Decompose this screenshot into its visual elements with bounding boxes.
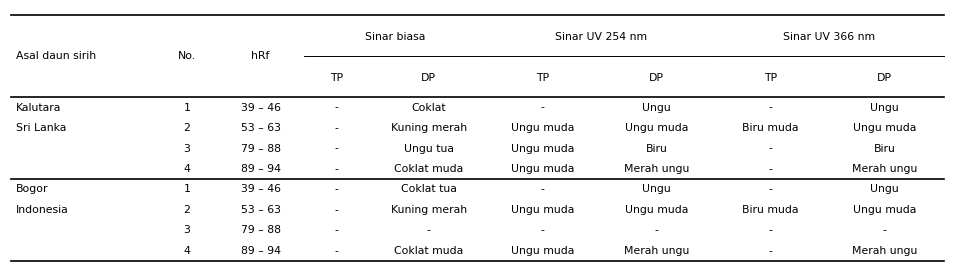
Text: Kalutara: Kalutara xyxy=(16,103,62,113)
Text: Coklat tua: Coklat tua xyxy=(401,184,456,194)
Text: Merah ungu: Merah ungu xyxy=(852,164,918,174)
Text: Ungu muda: Ungu muda xyxy=(511,123,574,133)
Text: DP: DP xyxy=(421,73,436,84)
Text: 89 – 94: 89 – 94 xyxy=(241,246,281,256)
Text: TP: TP xyxy=(764,73,777,84)
Text: Ungu muda: Ungu muda xyxy=(511,205,574,215)
Text: -: - xyxy=(335,205,339,215)
Text: Biru: Biru xyxy=(874,144,896,153)
Text: -: - xyxy=(335,103,339,113)
Text: Biru muda: Biru muda xyxy=(742,123,799,133)
Text: Ungu: Ungu xyxy=(870,103,899,113)
Text: -: - xyxy=(769,246,773,256)
Text: 2: 2 xyxy=(183,205,190,215)
Text: -: - xyxy=(769,164,773,174)
Text: Merah ungu: Merah ungu xyxy=(852,246,918,256)
Text: 1: 1 xyxy=(183,103,190,113)
Text: -: - xyxy=(655,225,659,235)
Text: -: - xyxy=(335,225,339,235)
Text: -: - xyxy=(335,184,339,194)
Text: -: - xyxy=(769,144,773,153)
Text: Coklat: Coklat xyxy=(412,103,446,113)
Text: Ungu muda: Ungu muda xyxy=(853,123,917,133)
Text: 4: 4 xyxy=(183,164,190,174)
Text: -: - xyxy=(335,144,339,153)
Text: Sri Lanka: Sri Lanka xyxy=(16,123,67,133)
Text: Bogor: Bogor xyxy=(16,184,49,194)
Text: Ungu muda: Ungu muda xyxy=(625,205,689,215)
Text: Kuning merah: Kuning merah xyxy=(391,123,467,133)
Text: Coklat muda: Coklat muda xyxy=(394,164,463,174)
Text: 89 – 94: 89 – 94 xyxy=(241,164,281,174)
Text: -: - xyxy=(541,225,544,235)
Text: Ungu: Ungu xyxy=(643,103,671,113)
Text: Biru: Biru xyxy=(646,144,668,153)
Text: -: - xyxy=(541,103,544,113)
Text: -: - xyxy=(335,123,339,133)
Text: 53 – 63: 53 – 63 xyxy=(241,123,281,133)
Text: Sinar biasa: Sinar biasa xyxy=(366,32,426,42)
Text: Ungu: Ungu xyxy=(870,184,899,194)
Text: Ungu muda: Ungu muda xyxy=(511,164,574,174)
Text: 79 – 88: 79 – 88 xyxy=(241,225,281,235)
Text: Ungu: Ungu xyxy=(643,184,671,194)
Text: 1: 1 xyxy=(183,184,190,194)
Text: -: - xyxy=(769,184,773,194)
Text: Asal daun sirih: Asal daun sirih xyxy=(16,51,96,61)
Text: TP: TP xyxy=(536,73,549,84)
Text: 53 – 63: 53 – 63 xyxy=(241,205,281,215)
Text: Ungu muda: Ungu muda xyxy=(511,246,574,256)
Text: Ungu muda: Ungu muda xyxy=(625,123,689,133)
Text: No.: No. xyxy=(178,51,196,61)
Text: Biru muda: Biru muda xyxy=(742,205,799,215)
Text: 39 – 46: 39 – 46 xyxy=(241,103,281,113)
Text: -: - xyxy=(769,103,773,113)
Text: Sinar UV 254 nm: Sinar UV 254 nm xyxy=(556,32,647,42)
Text: Ungu muda: Ungu muda xyxy=(511,144,574,153)
Text: Indonesia: Indonesia xyxy=(16,205,69,215)
Text: 79 – 88: 79 – 88 xyxy=(241,144,281,153)
Text: Merah ungu: Merah ungu xyxy=(624,164,690,174)
Text: hRf: hRf xyxy=(251,51,269,61)
Text: Kuning merah: Kuning merah xyxy=(391,205,467,215)
Text: Coklat muda: Coklat muda xyxy=(394,246,463,256)
Text: Ungu tua: Ungu tua xyxy=(404,144,454,153)
Text: -: - xyxy=(335,246,339,256)
Text: 3: 3 xyxy=(183,225,190,235)
Text: -: - xyxy=(769,225,773,235)
Text: 2: 2 xyxy=(183,123,190,133)
Text: -: - xyxy=(335,164,339,174)
Text: DP: DP xyxy=(878,73,892,84)
Text: 39 – 46: 39 – 46 xyxy=(241,184,281,194)
Text: DP: DP xyxy=(649,73,664,84)
Text: Ungu muda: Ungu muda xyxy=(853,205,917,215)
Text: Merah ungu: Merah ungu xyxy=(624,246,690,256)
Text: Sinar UV 366 nm: Sinar UV 366 nm xyxy=(783,32,876,42)
Text: 3: 3 xyxy=(183,144,190,153)
Text: 4: 4 xyxy=(183,246,190,256)
Text: -: - xyxy=(541,184,544,194)
Text: -: - xyxy=(882,225,886,235)
Text: TP: TP xyxy=(330,73,343,84)
Text: -: - xyxy=(427,225,431,235)
